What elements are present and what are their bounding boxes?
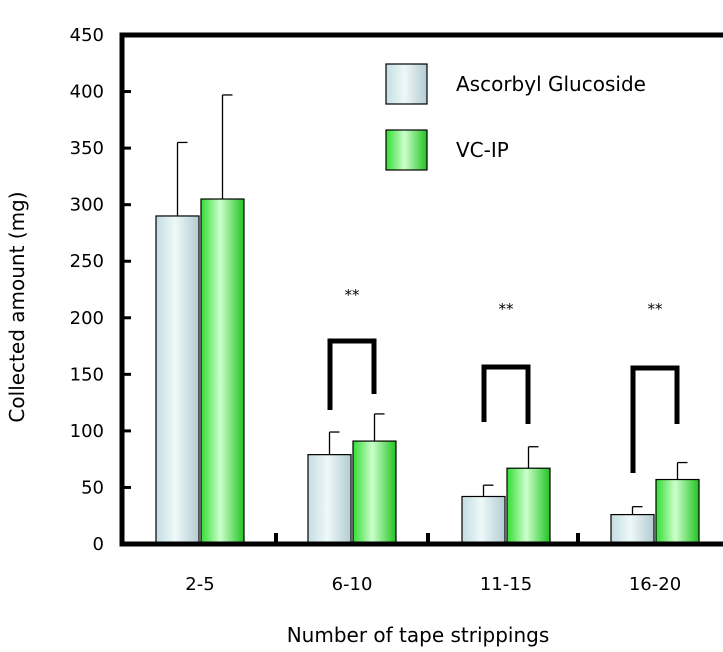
legend-swatch xyxy=(386,130,427,170)
bar xyxy=(611,515,654,544)
significance-label: ** xyxy=(648,300,664,318)
significance-bracket xyxy=(330,341,374,410)
y-tick-label: 250 xyxy=(70,251,104,272)
y-tick-label: 350 xyxy=(70,138,104,159)
bar xyxy=(656,480,699,544)
x-tick-label: 11-15 xyxy=(480,574,532,595)
bar xyxy=(308,455,351,544)
x-tick-label: 2-5 xyxy=(185,574,214,595)
legend-label: Ascorbyl Glucoside xyxy=(456,72,646,96)
bar xyxy=(201,199,244,544)
bars-group xyxy=(156,199,699,544)
legend: Ascorbyl Glucoside VC-IP xyxy=(386,64,646,170)
y-tick-label: 200 xyxy=(70,308,104,329)
bar xyxy=(156,216,199,544)
y-tick-label: 100 xyxy=(70,421,104,442)
legend-label: VC-IP xyxy=(456,138,509,162)
y-axis-title: Collected amount (mg) xyxy=(5,191,29,422)
y-tick-label: 400 xyxy=(70,82,104,103)
significance-bracket xyxy=(633,368,677,473)
bar xyxy=(507,468,550,544)
significance-label: ** xyxy=(345,286,361,304)
y-tick-label: 50 xyxy=(81,477,104,498)
y-tick-label: 300 xyxy=(70,195,104,216)
x-axis-title: Number of tape strippings xyxy=(287,623,550,647)
bar xyxy=(462,496,505,544)
bar xyxy=(353,441,396,544)
y-tick-label: 450 xyxy=(70,25,104,46)
x-tick-label: 16-20 xyxy=(629,574,681,595)
significance-label: ** xyxy=(499,300,515,318)
significance-bracket xyxy=(484,367,528,424)
error-bars-group xyxy=(178,95,688,515)
x-tick-label: 6-10 xyxy=(332,574,373,595)
y-tick-label: 150 xyxy=(70,364,104,385)
y-tick-label: 0 xyxy=(93,534,104,555)
legend-swatch xyxy=(386,64,427,104)
x-axis-labels: 2-5 6-10 11-15 16-20 xyxy=(185,574,681,595)
